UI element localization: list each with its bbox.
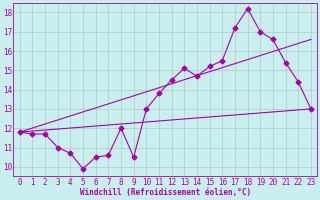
X-axis label: Windchill (Refroidissement éolien,°C): Windchill (Refroidissement éolien,°C) [80, 188, 251, 197]
